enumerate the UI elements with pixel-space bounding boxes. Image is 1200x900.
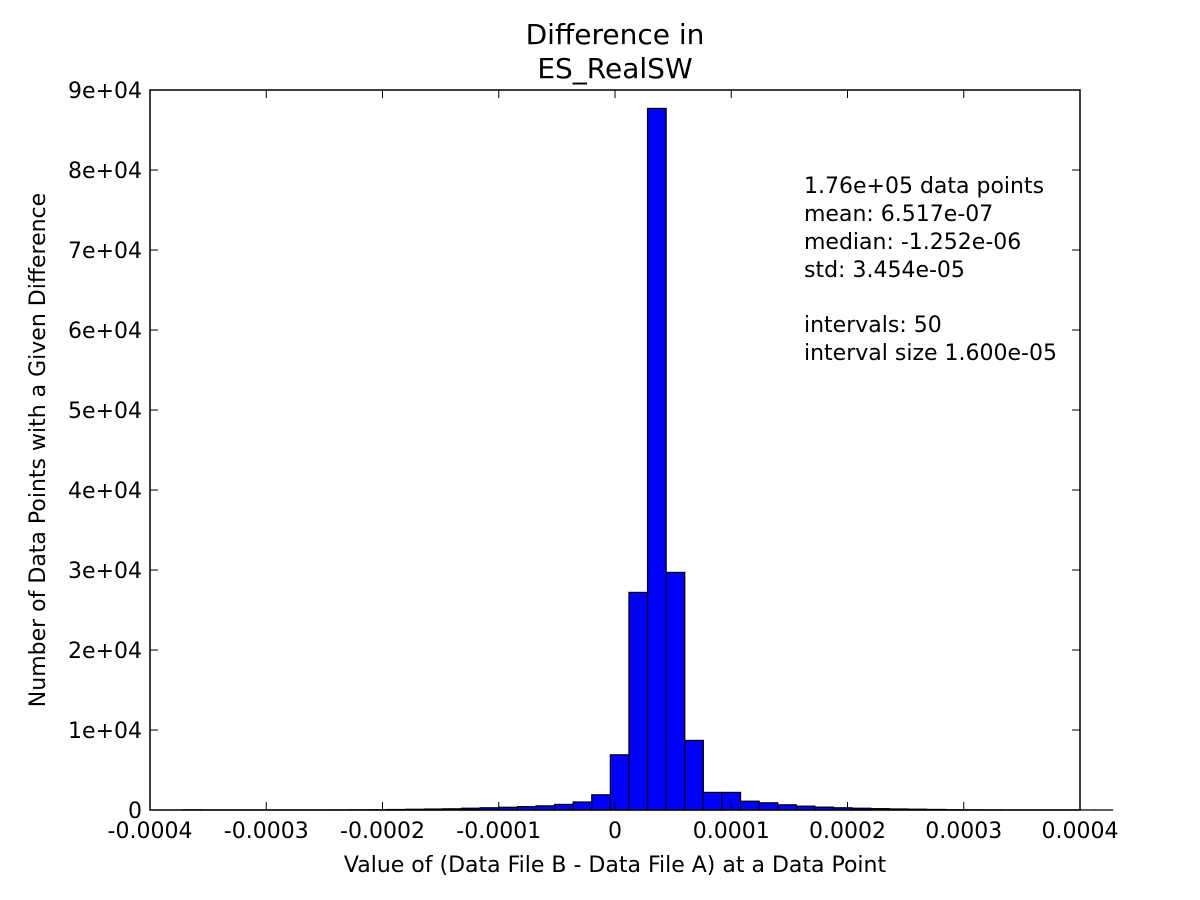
x-tick-label: 0.0001 (693, 819, 770, 844)
histogram-bar (777, 804, 797, 811)
y-ticks-group: 0 1e+04 2e+04 3e+04 4e+04 5e+04 6e+04 7e+04 8e+0… (68, 79, 1080, 824)
y-tick-label: 9e+04 (68, 79, 142, 104)
x-axis-label: Value of (Data File B - Data File A) at … (344, 853, 887, 878)
y-tick-label: 1e+04 (68, 719, 142, 744)
histogram-bar (684, 739, 704, 811)
x-tick-label: -0.0004 (108, 819, 193, 844)
x-tick-label: 0.0002 (809, 819, 886, 844)
chart-title-line-1: Difference in (526, 18, 705, 51)
annotation-median: median: -1.252e-06 (804, 230, 1021, 255)
y-tick-label: 4e+04 (68, 479, 142, 504)
y-tick-label: 3e+04 (68, 559, 142, 584)
histogram-bar (572, 801, 593, 811)
histogram-bar (665, 571, 686, 811)
histogram-bar (553, 803, 574, 811)
bars-group (181, 107, 1114, 811)
y-tick-label: 0 (128, 799, 142, 824)
histogram-bar (591, 794, 611, 811)
histogram-bar (702, 791, 723, 811)
y-tick-label: 7e+04 (68, 239, 142, 264)
x-tick-label: -0.0003 (224, 819, 309, 844)
annotation-std: std: 3.454e-05 (804, 258, 965, 283)
x-tick-label: 0.0003 (925, 819, 1002, 844)
y-tick-label: 8e+04 (68, 159, 142, 184)
annotation-interval-size: interval size 1.600e-05 (804, 341, 1057, 366)
histogram-bar (628, 591, 649, 811)
chart-title-line-2: ES_RealSW (537, 52, 692, 85)
histogram-bar (609, 754, 630, 811)
annotation-mean: mean: 6.517e-07 (804, 202, 993, 227)
histogram-bar (758, 802, 779, 811)
annotation-data-points: 1.76e+05 data points (804, 174, 1044, 199)
x-ticks-group: -0.0004 -0.0003 -0.0002 -0.0001 0 0.0001 0.000… (108, 90, 1119, 844)
annotation-intervals: intervals: 50 (804, 313, 942, 338)
y-tick-label: 6e+04 (68, 319, 142, 344)
x-tick-label: -0.0001 (456, 819, 541, 844)
y-tick-label: 5e+04 (68, 399, 142, 424)
y-tick-label: 2e+04 (68, 639, 142, 664)
stats-annotation: 1.76e+05 data points mean: 6.517e-07 med… (804, 174, 1057, 366)
x-tick-label: -0.0002 (340, 819, 425, 844)
histogram-bar (739, 800, 760, 811)
y-axis-label: Number of Data Points with a Given Diffe… (26, 193, 51, 707)
x-tick-label: 0 (608, 819, 622, 844)
histogram-bar (646, 107, 667, 811)
x-tick-label: 0.0004 (1042, 819, 1119, 844)
